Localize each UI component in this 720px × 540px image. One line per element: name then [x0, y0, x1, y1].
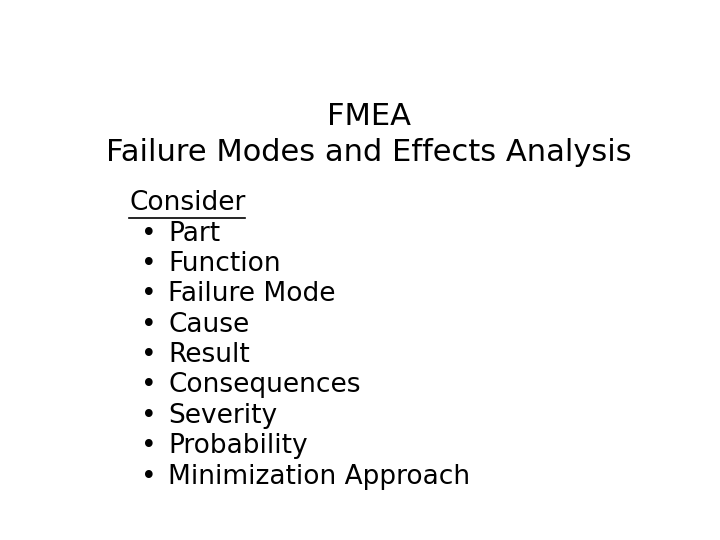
- Text: •: •: [141, 463, 156, 490]
- Text: Part: Part: [168, 221, 220, 247]
- Text: Cause: Cause: [168, 312, 249, 338]
- Text: •: •: [141, 403, 156, 429]
- Text: •: •: [141, 221, 156, 247]
- Text: Severity: Severity: [168, 403, 277, 429]
- Text: •: •: [141, 281, 156, 307]
- Text: Function: Function: [168, 251, 281, 277]
- Text: Minimization Approach: Minimization Approach: [168, 463, 470, 490]
- Text: •: •: [141, 251, 156, 277]
- Text: Failure Mode: Failure Mode: [168, 281, 336, 307]
- Text: •: •: [141, 433, 156, 459]
- Text: FMEA: FMEA: [327, 102, 411, 131]
- Text: Consider: Consider: [129, 190, 246, 215]
- Text: •: •: [141, 342, 156, 368]
- Text: Consequences: Consequences: [168, 373, 361, 399]
- Text: Result: Result: [168, 342, 250, 368]
- Text: Failure Modes and Effects Analysis: Failure Modes and Effects Analysis: [106, 138, 632, 166]
- Text: •: •: [141, 373, 156, 399]
- Text: Probability: Probability: [168, 433, 307, 459]
- Text: •: •: [141, 312, 156, 338]
